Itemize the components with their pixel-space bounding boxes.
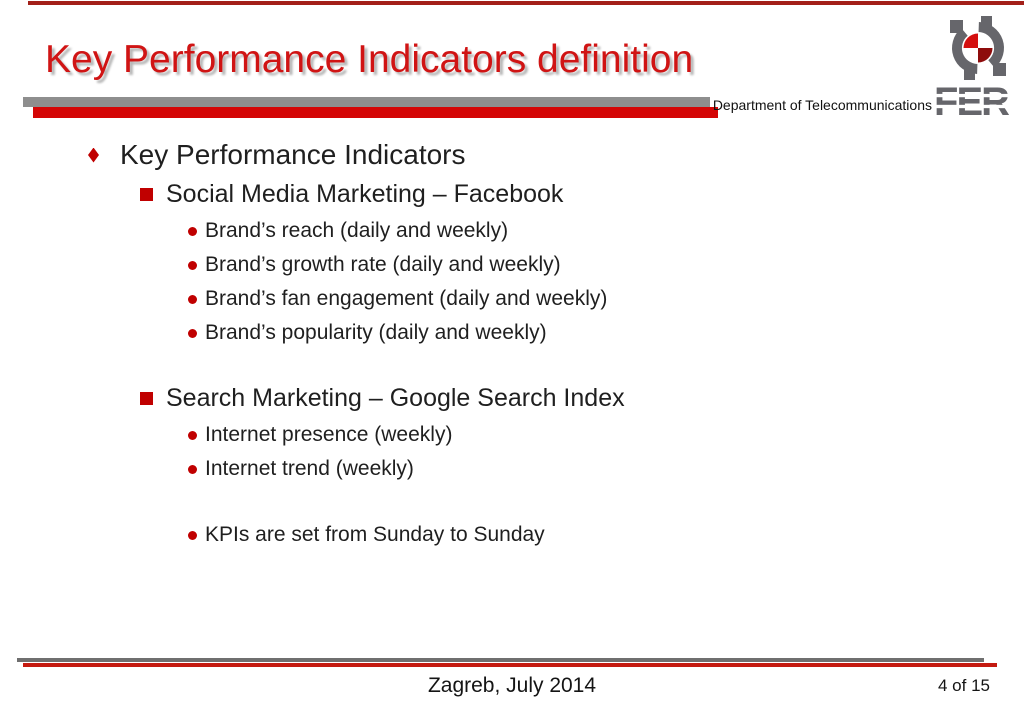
- square-bullet-icon: [140, 187, 153, 201]
- bullet-text: Brand’s popularity (daily and weekly): [205, 321, 547, 344]
- bullet-text: Internet trend (weekly): [205, 457, 414, 480]
- circle-bullet-icon: [188, 464, 197, 474]
- title-underline-gray-bar: [23, 97, 710, 107]
- bullet-text: KPIs are set from Sunday to Sunday: [205, 523, 545, 546]
- slide-body: Key Performance Indicators Social Media …: [0, 136, 1024, 552]
- bullet-item-l3: Brand’s reach (daily and weekly): [0, 214, 1024, 248]
- bullet-text: Brand’s growth rate (daily and weekly): [205, 253, 561, 276]
- page-number: 4 of 15: [938, 676, 990, 695]
- bullet-text: Internet presence (weekly): [205, 423, 453, 446]
- bullet-item-l3: Internet presence (weekly): [0, 418, 1024, 452]
- bullet-item-l3: Brand’s popularity (daily and weekly): [0, 316, 1024, 350]
- circle-bullet-icon: [188, 226, 197, 236]
- department-label: Department of Telecommunications: [712, 97, 932, 113]
- footer-rule-gray: [17, 658, 984, 662]
- bullet-text: Social Media Marketing – Facebook: [166, 179, 564, 208]
- circle-bullet-icon: [188, 430, 197, 440]
- bullet-text: Brand’s reach (daily and weekly): [205, 219, 509, 242]
- circle-bullet-icon: [188, 328, 197, 338]
- bullet-item-l3: KPIs are set from Sunday to Sunday: [0, 518, 1024, 552]
- footer-rule-red: [23, 663, 997, 667]
- bullet-item-l3: Brand’s growth rate (daily and weekly): [0, 248, 1024, 282]
- title-underline-red-bar: [33, 107, 718, 118]
- bullet-text: Brand’s fan engagement (daily and weekly…: [205, 287, 608, 310]
- circle-bullet-icon: [188, 260, 197, 270]
- circle-bullet-icon: [188, 294, 197, 304]
- diamond-bullet-icon: [88, 147, 99, 163]
- fer-emblem-icon: [950, 16, 1006, 80]
- vertical-gap: [0, 350, 1024, 378]
- bullet-item-l1: Key Performance Indicators: [0, 136, 1024, 174]
- fer-letters-text: FER: [934, 85, 1009, 118]
- top-border-rule: [28, 1, 1024, 5]
- bullet-text: Key Performance Indicators: [120, 139, 466, 170]
- bullet-item-l2: Social Media Marketing – Facebook: [0, 174, 1024, 214]
- vertical-gap: [0, 486, 1024, 518]
- bullet-item-l3: Brand’s fan engagement (daily and weekly…: [0, 282, 1024, 316]
- bullet-text: Search Marketing – Google Search Index: [166, 383, 625, 412]
- bullet-item-l3: Internet trend (weekly): [0, 452, 1024, 486]
- page-title: Key Performance Indicators definition: [45, 38, 694, 81]
- footer-location-date: Zagreb, July 2014: [427, 674, 597, 697]
- square-bullet-icon: [140, 391, 153, 405]
- circle-bullet-icon: [188, 530, 197, 540]
- bullet-item-l2: Search Marketing – Google Search Index: [0, 378, 1024, 418]
- fer-letters-logo: FER: [934, 85, 1010, 118]
